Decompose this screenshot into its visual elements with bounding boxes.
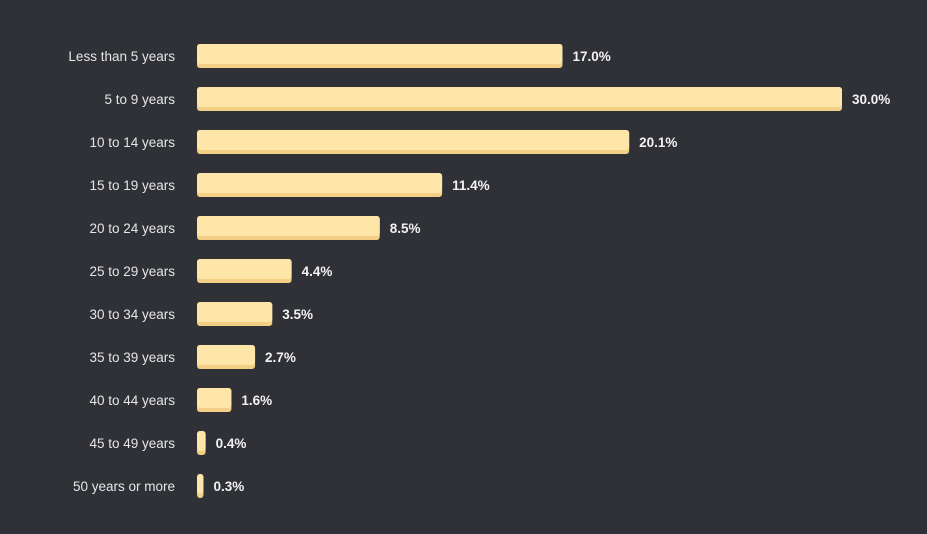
bar-row: 45 to 49 years 0.4% bbox=[89, 431, 246, 455]
value-label: 20.1% bbox=[639, 135, 677, 150]
bar bbox=[197, 345, 256, 365]
bar-row: 20 to 24 years 8.5% bbox=[89, 216, 421, 240]
bar-row: 50 years or more 0.3% bbox=[73, 474, 244, 498]
value-label: 1.6% bbox=[241, 393, 272, 408]
bar bbox=[197, 44, 563, 64]
category-label: 35 to 39 years bbox=[89, 350, 175, 365]
category-label: 20 to 24 years bbox=[89, 221, 175, 236]
bar bbox=[197, 431, 206, 451]
category-label: 30 to 34 years bbox=[89, 307, 175, 322]
bar-row: Less than 5 years 17.0% bbox=[68, 44, 611, 68]
bar bbox=[197, 388, 232, 408]
value-label: 0.3% bbox=[213, 479, 244, 494]
category-label: 5 to 9 years bbox=[104, 92, 175, 107]
category-label: 25 to 29 years bbox=[89, 264, 175, 279]
bar-row: 25 to 29 years 4.4% bbox=[89, 259, 332, 283]
bar-row: 10 to 14 years 20.1% bbox=[89, 130, 677, 154]
category-label: 45 to 49 years bbox=[89, 436, 175, 451]
value-label: 11.4% bbox=[452, 178, 490, 193]
bar bbox=[197, 259, 292, 279]
bar-row: 35 to 39 years 2.7% bbox=[89, 345, 296, 369]
bar-row: 30 to 34 years 3.5% bbox=[89, 302, 313, 326]
bar bbox=[197, 130, 630, 150]
bar bbox=[197, 302, 273, 322]
bar-row: 5 to 9 years 30.0% bbox=[104, 87, 890, 111]
category-label: 15 to 19 years bbox=[89, 178, 175, 193]
bar-row: 15 to 19 years 11.4% bbox=[89, 173, 490, 197]
bar bbox=[197, 216, 380, 236]
value-label: 30.0% bbox=[852, 92, 890, 107]
value-label: 8.5% bbox=[390, 221, 421, 236]
bar bbox=[197, 474, 204, 494]
value-label: 2.7% bbox=[265, 350, 296, 365]
value-label: 17.0% bbox=[573, 49, 611, 64]
bar bbox=[197, 173, 443, 193]
bars-group: Less than 5 years 17.0% 5 to 9 years 30.0% 1… bbox=[68, 44, 890, 498]
value-label: 0.4% bbox=[216, 436, 247, 451]
category-label: Less than 5 years bbox=[68, 49, 175, 64]
value-label: 3.5% bbox=[282, 307, 313, 322]
category-label: 40 to 44 years bbox=[89, 393, 175, 408]
value-label: 4.4% bbox=[302, 264, 333, 279]
bar-row: 40 to 44 years 1.6% bbox=[89, 388, 272, 412]
category-label: 50 years or more bbox=[73, 479, 175, 494]
category-label: 10 to 14 years bbox=[89, 135, 175, 150]
bar bbox=[197, 87, 842, 107]
